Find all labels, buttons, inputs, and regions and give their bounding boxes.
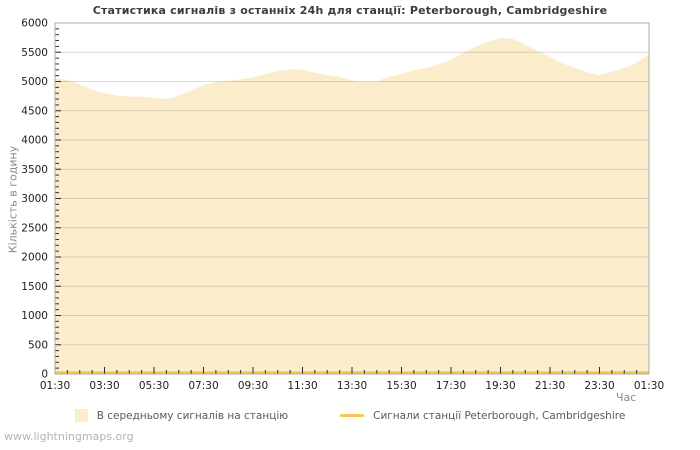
legend-label-station: Сигнали станції Peterborough, Cambridges… xyxy=(373,409,626,422)
svg-text:03:30: 03:30 xyxy=(89,380,119,392)
svg-text:23:30: 23:30 xyxy=(584,380,614,392)
watermark: www.lightningmaps.org xyxy=(4,430,134,443)
legend-item-station: Сигнали станції Peterborough, Cambridges… xyxy=(340,410,625,422)
line-swatch-icon xyxy=(340,414,365,417)
area-swatch-icon xyxy=(74,409,88,422)
svg-text:0: 0 xyxy=(41,369,48,381)
svg-text:4500: 4500 xyxy=(21,105,48,117)
svg-text:500: 500 xyxy=(28,339,48,351)
chart-title: Статистика сигналів з останніх 24h для с… xyxy=(92,4,608,17)
y-axis-label: Кількість в годину xyxy=(6,145,20,254)
svg-text:15:30: 15:30 xyxy=(386,380,416,392)
svg-text:19:30: 19:30 xyxy=(485,380,515,392)
svg-text:4000: 4000 xyxy=(21,135,48,147)
x-axis-label: Час xyxy=(616,391,637,404)
svg-text:17:30: 17:30 xyxy=(436,380,466,392)
svg-text:01:30: 01:30 xyxy=(634,380,664,392)
svg-text:3000: 3000 xyxy=(21,193,48,205)
svg-text:13:30: 13:30 xyxy=(337,380,367,392)
svg-text:1500: 1500 xyxy=(21,281,48,293)
legend-label-average: В середньому сигналів на станцію xyxy=(96,409,289,422)
legend-item-average: В середньому сигналів на станцію xyxy=(74,409,289,422)
svg-text:3500: 3500 xyxy=(21,164,48,176)
svg-text:11:30: 11:30 xyxy=(287,380,317,392)
svg-text:05:30: 05:30 xyxy=(139,380,169,392)
svg-text:1000: 1000 xyxy=(21,310,48,322)
svg-text:21:30: 21:30 xyxy=(535,380,565,392)
svg-text:2000: 2000 xyxy=(21,252,48,264)
svg-text:5500: 5500 xyxy=(21,47,48,59)
svg-text:07:30: 07:30 xyxy=(188,380,218,392)
svg-text:5000: 5000 xyxy=(21,76,48,88)
svg-text:09:30: 09:30 xyxy=(238,380,268,392)
svg-text:2500: 2500 xyxy=(21,222,48,234)
svg-text:6000: 6000 xyxy=(21,18,48,30)
svg-text:01:30: 01:30 xyxy=(40,380,70,392)
legend: В середньому сигналів на станцію Сигнали… xyxy=(0,409,700,422)
